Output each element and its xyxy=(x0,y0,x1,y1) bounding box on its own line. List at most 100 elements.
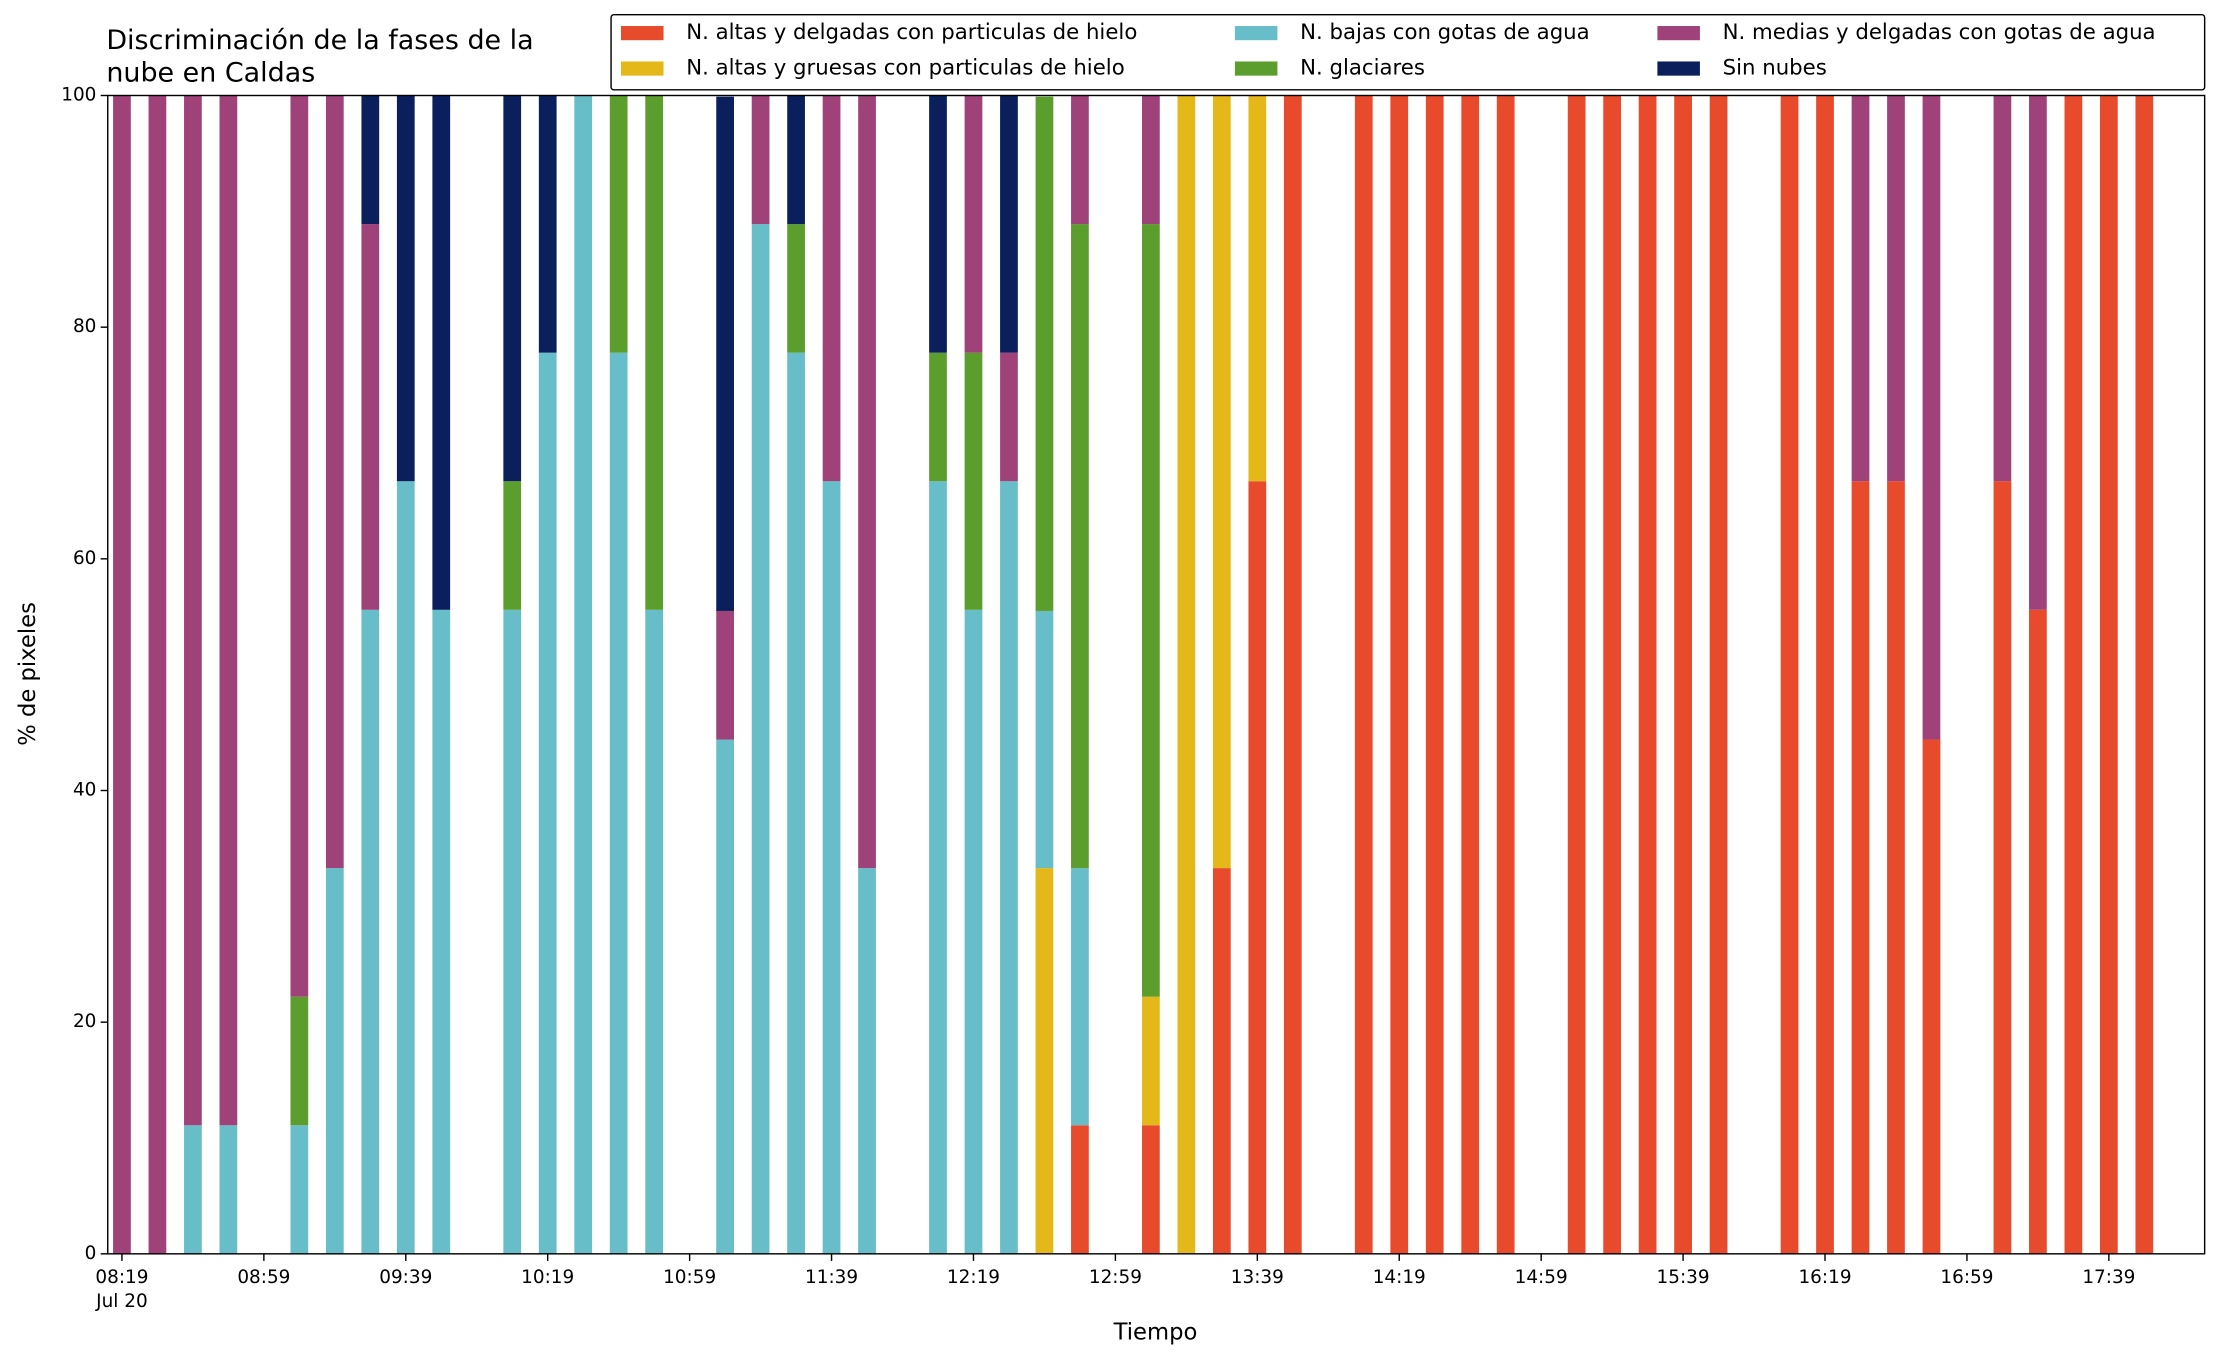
x-tick-label: 15:39 xyxy=(1657,1267,1710,1288)
bar-segment xyxy=(787,352,805,1254)
bar-segment xyxy=(184,1125,202,1254)
chart-title: nube en Caldas xyxy=(106,58,315,89)
bar-segment xyxy=(1816,95,1834,1254)
bar-segment xyxy=(964,609,983,1254)
bar-segment xyxy=(503,609,522,1254)
bar-segment xyxy=(929,352,947,482)
bar-segment xyxy=(1922,95,1941,740)
y-tick-label: 80 xyxy=(73,316,96,337)
legend-swatch xyxy=(620,26,664,41)
bar-segment xyxy=(290,1125,309,1254)
bar-segment xyxy=(929,481,947,1254)
bar-segment xyxy=(1071,868,1089,1126)
legend-box xyxy=(610,13,2206,91)
bar-segment xyxy=(2099,95,2118,1254)
bar-segment xyxy=(2135,95,2154,1254)
bar-segment xyxy=(964,352,983,610)
bar-segment xyxy=(645,95,664,610)
bar-segment xyxy=(432,95,451,610)
bar-segment xyxy=(361,609,380,1254)
bar-segment xyxy=(716,96,734,611)
bar-segment xyxy=(1887,95,1905,482)
bar-segment xyxy=(822,481,841,1254)
x-tick-label: 08:59 xyxy=(237,1267,290,1288)
bar-segment xyxy=(361,224,380,610)
bar-segment xyxy=(1177,95,1196,1254)
bar-segment xyxy=(1071,1125,1089,1254)
bar-segment xyxy=(1354,95,1373,1254)
bar-segment xyxy=(574,95,593,1254)
bar-segment xyxy=(1496,95,1515,1254)
bar-segment xyxy=(1709,95,1728,1254)
bar-segment xyxy=(1142,95,1160,225)
x-tick-label: 16:59 xyxy=(1940,1267,1993,1288)
bar-segment xyxy=(1993,95,2012,482)
bar-segment xyxy=(1283,95,1302,1254)
bar-segment xyxy=(2064,95,2083,1254)
legend-label: N. altas y delgadas con particulas de hi… xyxy=(686,20,1137,45)
y-tick-label: 40 xyxy=(73,779,96,800)
x-tick-label: 17:39 xyxy=(2082,1267,2135,1288)
x-date-label: Jul 20 xyxy=(95,1291,148,1312)
bar-segment xyxy=(787,224,805,353)
bar-segment xyxy=(1603,95,1622,1254)
bar-segment xyxy=(1425,95,1444,1254)
bar-segment xyxy=(503,95,522,482)
bar-segment xyxy=(1922,739,1941,1254)
bar-segment xyxy=(929,95,947,353)
legend-label: N. altas y gruesas con particulas de hie… xyxy=(686,56,1125,81)
x-tick-label: 08:19 xyxy=(95,1267,148,1288)
bar-segment xyxy=(751,224,770,1254)
bar-segment xyxy=(645,609,664,1254)
bar-segment xyxy=(964,95,983,353)
legend-label: N. medias y delgadas con gotas de agua xyxy=(1723,20,2156,45)
bar-segment xyxy=(1780,95,1799,1254)
bar-segment xyxy=(1248,95,1267,482)
bar-segment xyxy=(219,1125,238,1254)
bar-segment xyxy=(1674,95,1692,1254)
bar-segment xyxy=(822,95,841,482)
bar-segment xyxy=(1638,95,1657,1254)
bar-segment xyxy=(1887,481,1905,1254)
bar-segment xyxy=(325,95,344,869)
bar-segment xyxy=(1142,996,1160,1126)
bar-segment xyxy=(1212,95,1231,869)
y-tick-label: 100 xyxy=(61,84,96,105)
legend-label: N. bajas con gotas de agua xyxy=(1300,20,1590,45)
bar-segment xyxy=(538,352,557,1254)
bar-segment xyxy=(396,481,415,1254)
legend-swatch xyxy=(1234,61,1278,76)
bar-segment xyxy=(1035,96,1054,611)
bar-segment xyxy=(1142,224,1160,997)
bar-segment xyxy=(716,610,734,740)
bar-segment xyxy=(1035,868,1054,1254)
bar-segment xyxy=(858,868,876,1254)
bar-segment xyxy=(858,95,876,869)
bar-segment xyxy=(787,95,805,225)
x-axis-label: Tiempo xyxy=(1113,1320,1198,1346)
chart-title: Discriminación de la fases de la xyxy=(106,25,533,56)
bar-segment xyxy=(1071,224,1089,869)
x-tick-label: 13:39 xyxy=(1231,1267,1284,1288)
legend-label: N. glaciares xyxy=(1300,56,1425,81)
bar-segment xyxy=(1071,95,1089,225)
bar-segment xyxy=(1993,481,2012,1254)
bar-segment xyxy=(290,996,309,1126)
bar-segment xyxy=(503,481,522,610)
bar-segment xyxy=(219,95,238,1126)
x-tick-label: 14:59 xyxy=(1515,1267,1568,1288)
bar-segment xyxy=(1248,481,1267,1254)
bar-segment xyxy=(1212,868,1231,1254)
bar-segment xyxy=(1461,95,1480,1254)
x-tick-label: 09:39 xyxy=(379,1267,432,1288)
bar-segment xyxy=(2029,609,2047,1254)
bar-segment xyxy=(396,95,415,482)
x-tick-label: 11:39 xyxy=(805,1267,858,1288)
bar-segment xyxy=(184,95,202,1126)
bar-segment xyxy=(609,352,628,1254)
x-tick-label: 10:59 xyxy=(663,1267,716,1288)
plot-frame xyxy=(107,94,2206,1255)
x-tick-label: 12:59 xyxy=(1089,1267,1142,1288)
x-tick-label: 12:19 xyxy=(947,1267,1000,1288)
